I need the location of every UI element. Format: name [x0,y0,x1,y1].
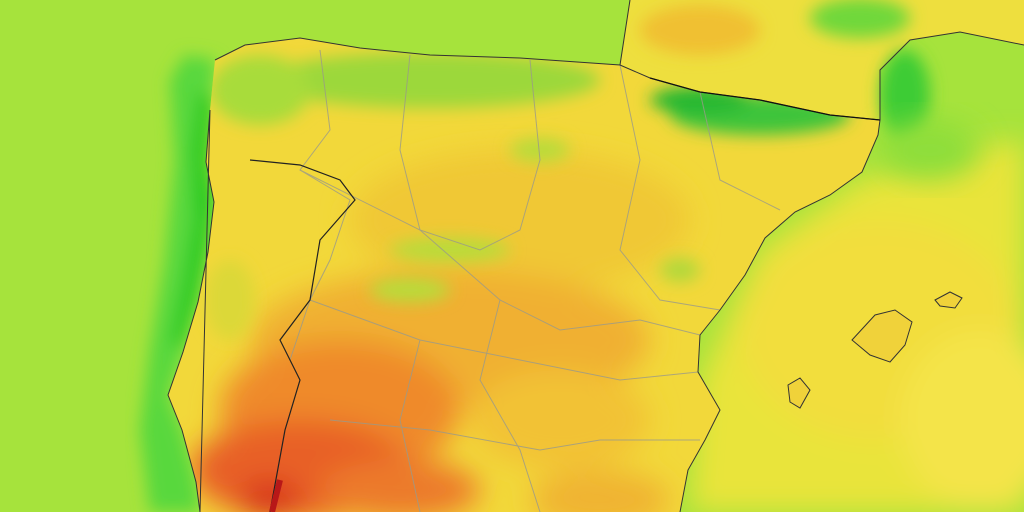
coastline [167,37,881,512]
pyrenees-border [649,77,881,121]
france-relief [640,0,930,140]
atlantic-coastal-band [140,55,215,512]
balearic-islands [787,291,963,409]
france-coast [879,31,1024,120]
